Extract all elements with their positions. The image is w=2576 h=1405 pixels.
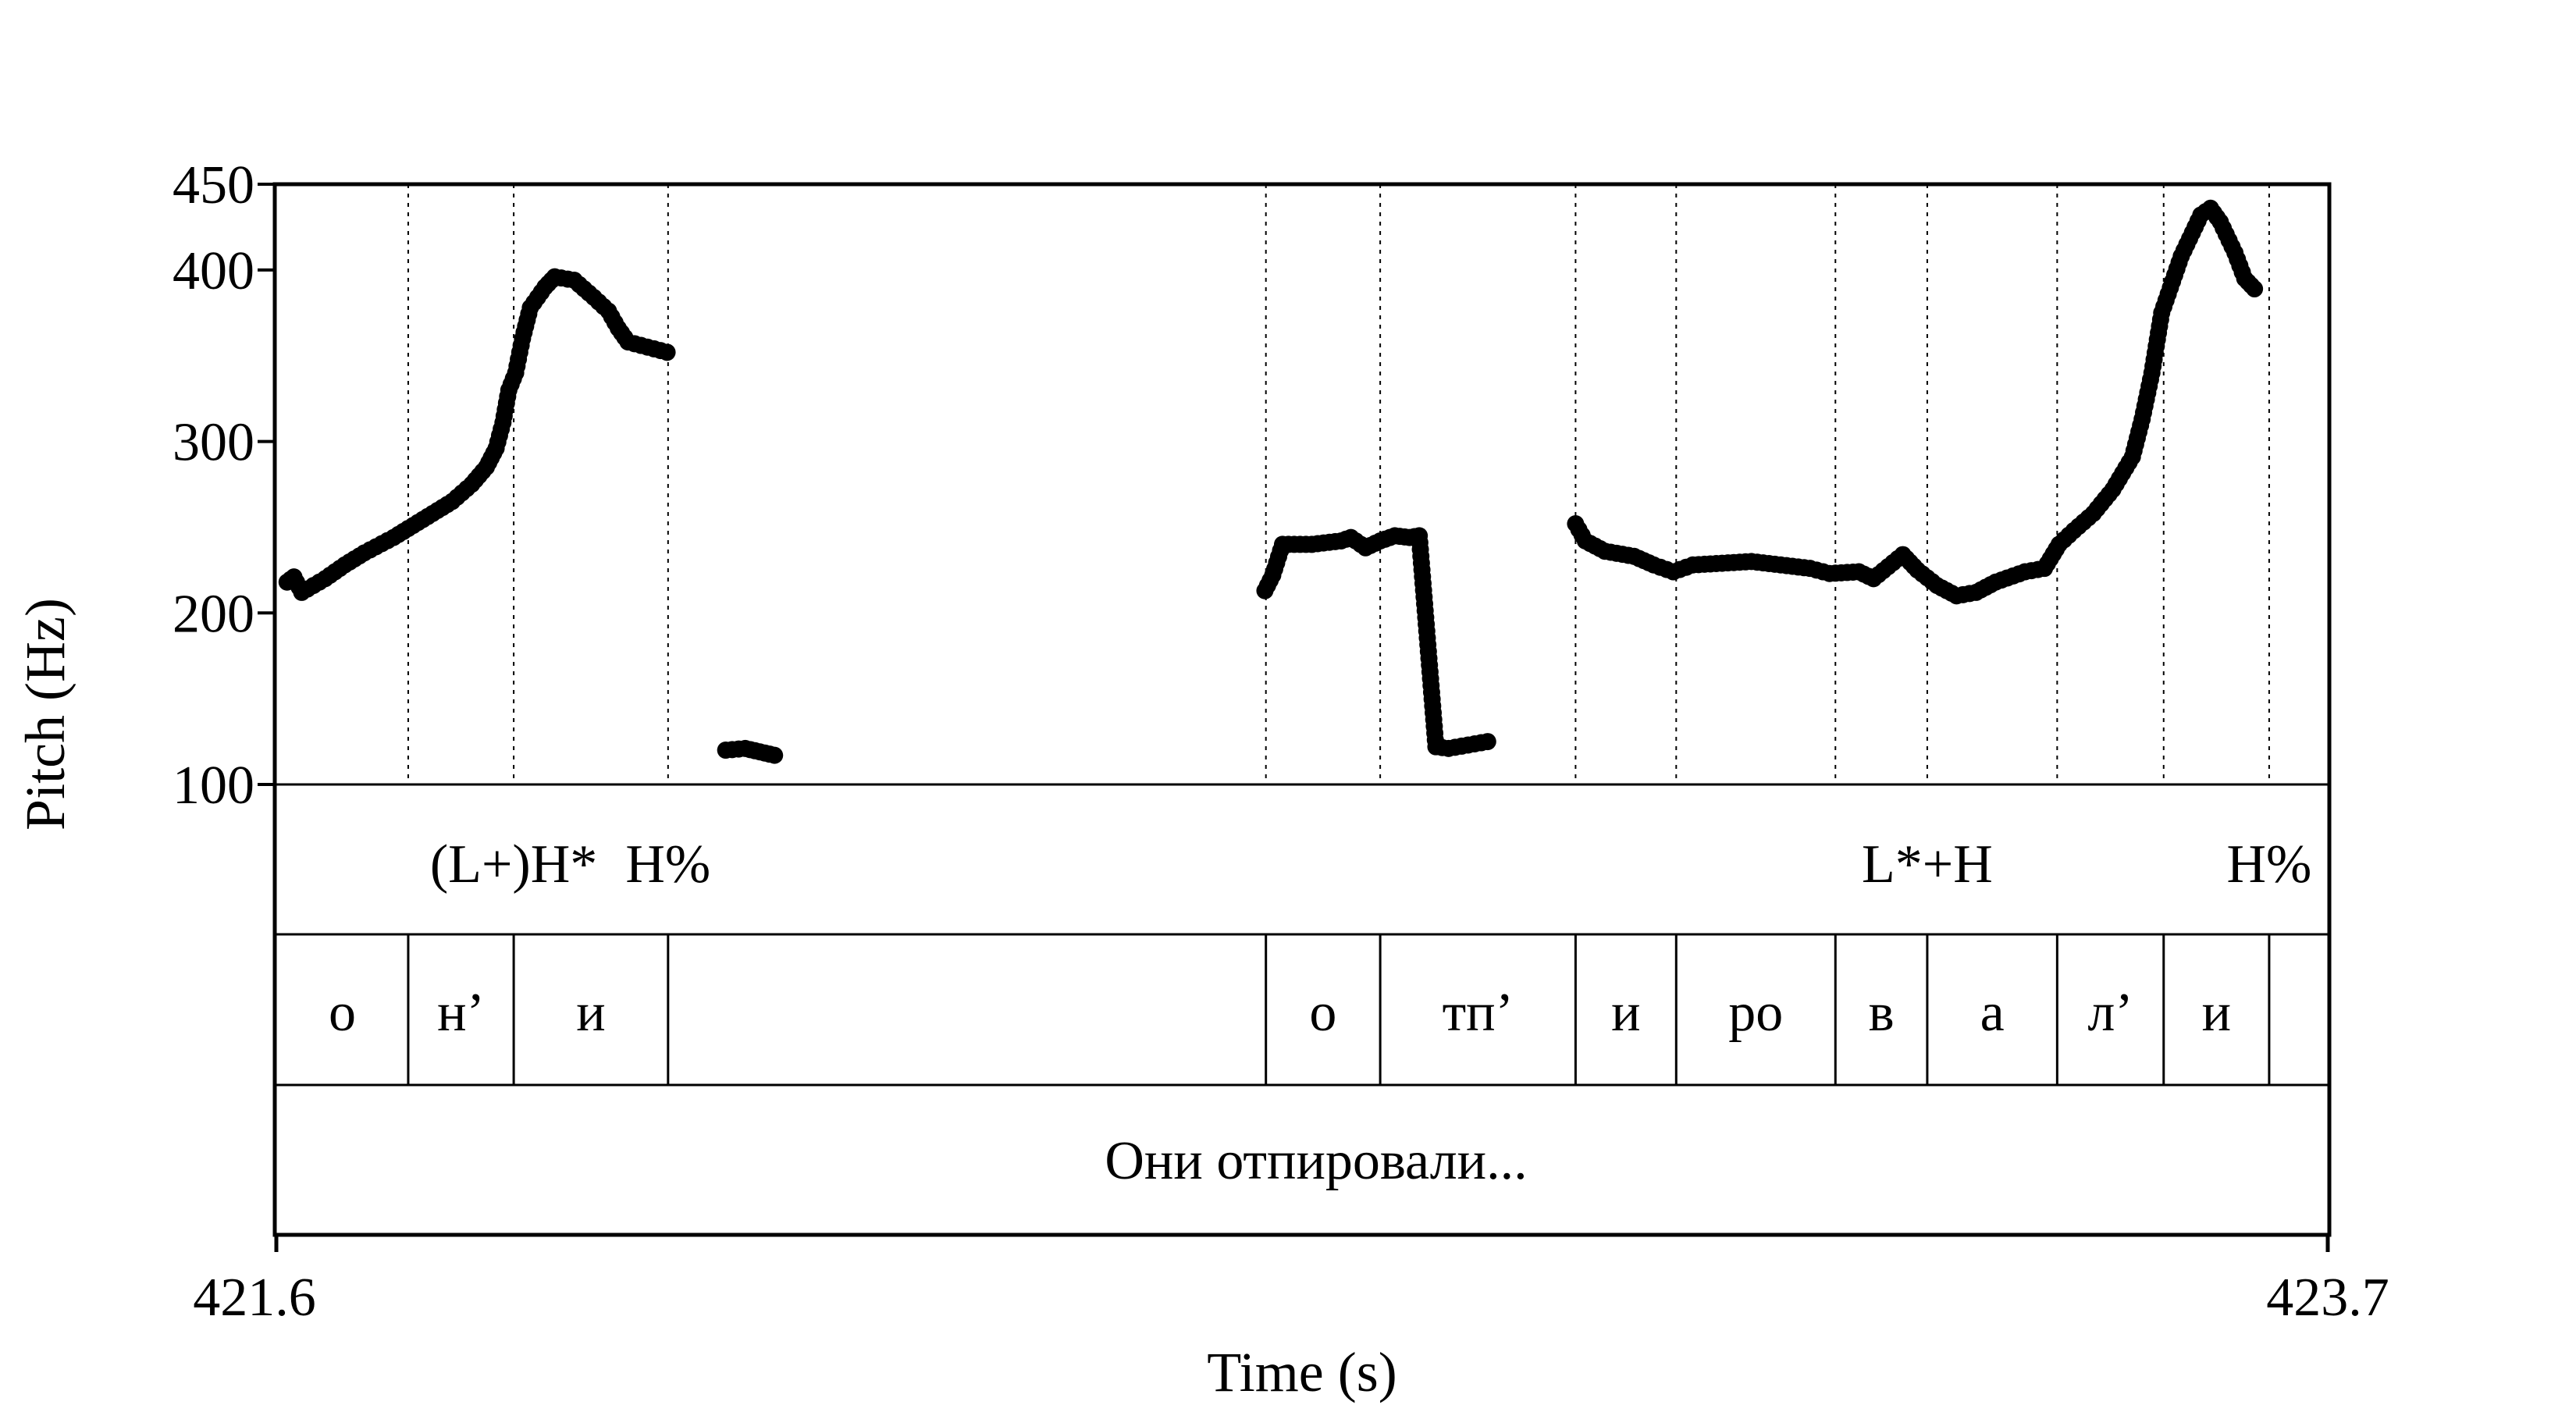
tone-label: H% — [2226, 834, 2311, 895]
y-tick-label: 300 — [173, 413, 254, 473]
segment-label: тп’ — [1443, 983, 1514, 1043]
segment-label: о — [1309, 983, 1336, 1043]
segment-label: н’ — [437, 983, 485, 1043]
pitch-point — [2246, 280, 2264, 298]
tier-labels: (L+)H* H% L*+H H% о н’ и о тп’ и ро в а л’ и — [329, 834, 2311, 1043]
segment-label: л’ — [2087, 983, 2133, 1043]
y-tick-label: 450 — [173, 155, 254, 215]
tone-label: H% — [625, 834, 710, 895]
segment-label: и — [1611, 983, 1640, 1043]
plot-border — [272, 182, 2332, 1237]
x-tick-label-start: 421.6 — [193, 1268, 316, 1328]
boundary-lines — [407, 184, 2271, 1085]
y-tick-label: 100 — [173, 756, 254, 816]
segment-label: о — [329, 983, 356, 1043]
y-axis-label: Pitch (Hz) — [14, 598, 76, 831]
y-axis: 100 200 300 400 450 — [173, 155, 275, 816]
plot-frame — [272, 182, 2332, 1252]
pitch-point — [1478, 733, 1496, 751]
pitch-point — [766, 746, 784, 764]
segment-label: а — [1980, 983, 2005, 1043]
x-tick-label-end: 423.7 — [2266, 1268, 2389, 1328]
y-tick-label: 400 — [173, 241, 254, 301]
phrase-label: Они отпировали... — [1105, 1131, 1527, 1191]
tone-label: L*+H — [1862, 834, 1993, 895]
segment-label: ро — [1728, 983, 1783, 1043]
segment-label: и — [576, 983, 605, 1043]
pitch-contour — [278, 199, 2264, 764]
y-tick-label: 200 — [173, 584, 254, 644]
pitch-point — [658, 343, 676, 361]
x-axis-label: Time (s) — [1207, 1341, 1397, 1403]
tone-label: (L+)H* — [430, 834, 597, 895]
segment-label: в — [1869, 983, 1895, 1043]
segment-label: и — [2202, 983, 2231, 1043]
